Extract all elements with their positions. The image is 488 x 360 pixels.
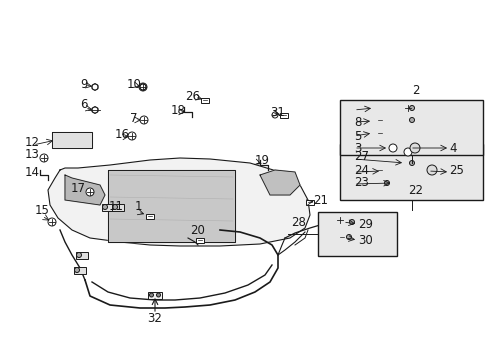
Text: 8: 8 [353, 116, 361, 129]
Text: 25: 25 [448, 165, 463, 177]
Circle shape [74, 267, 80, 273]
Polygon shape [108, 170, 235, 242]
Bar [408, 104, 420, 112]
Text: 32: 32 [147, 311, 162, 324]
Polygon shape [52, 132, 92, 148]
Text: 6: 6 [80, 99, 87, 112]
Circle shape [271, 112, 278, 118]
Circle shape [86, 188, 94, 196]
Text: 14: 14 [24, 166, 40, 180]
Circle shape [403, 104, 411, 112]
Text: 18: 18 [170, 104, 185, 117]
Text: 5: 5 [353, 130, 361, 143]
Text: 11: 11 [108, 199, 123, 212]
Circle shape [408, 117, 414, 122]
Circle shape [112, 204, 117, 210]
Text: 30: 30 [357, 234, 372, 248]
Text: 20: 20 [190, 224, 205, 237]
Bar [196, 238, 203, 243]
Circle shape [139, 83, 147, 91]
Circle shape [414, 149, 419, 154]
Text: 9: 9 [80, 77, 87, 90]
Bar [102, 203, 114, 211]
Polygon shape [260, 170, 299, 195]
Circle shape [48, 218, 56, 226]
Circle shape [102, 204, 107, 210]
Bar [305, 199, 313, 204]
Circle shape [140, 84, 146, 90]
Bar [375, 130, 383, 135]
Text: 29: 29 [357, 219, 372, 231]
Text: 23: 23 [353, 176, 368, 189]
Text: 21: 21 [312, 194, 327, 207]
Circle shape [335, 216, 343, 224]
Circle shape [92, 84, 98, 90]
Text: 16: 16 [114, 129, 129, 141]
Circle shape [149, 293, 153, 297]
Bar [74, 266, 86, 274]
Circle shape [92, 107, 98, 113]
Bar [148, 292, 162, 298]
Circle shape [128, 132, 136, 140]
Circle shape [346, 234, 351, 239]
Bar [348, 219, 360, 225]
Bar [280, 112, 287, 117]
Bar [339, 144, 482, 200]
Circle shape [349, 220, 354, 225]
Polygon shape [65, 175, 105, 205]
Circle shape [384, 180, 389, 185]
Bar [76, 252, 88, 258]
Circle shape [403, 148, 411, 156]
Bar [112, 203, 124, 211]
Text: 15: 15 [35, 203, 49, 216]
Text: 13: 13 [24, 148, 40, 162]
Text: 3: 3 [353, 141, 361, 154]
Text: 10: 10 [126, 77, 141, 90]
Circle shape [408, 105, 414, 111]
Bar [408, 117, 420, 123]
Circle shape [140, 116, 148, 124]
Circle shape [388, 144, 396, 152]
Circle shape [156, 293, 160, 297]
Text: 12: 12 [24, 136, 40, 149]
Text: 22: 22 [407, 184, 423, 198]
Bar [339, 100, 482, 155]
Bar [146, 213, 154, 219]
Bar [317, 212, 396, 256]
Bar [346, 234, 357, 240]
Text: 4: 4 [448, 141, 456, 154]
Text: 2: 2 [411, 84, 419, 96]
Circle shape [408, 161, 414, 166]
Text: 26: 26 [185, 90, 200, 103]
Text: 19: 19 [254, 153, 269, 166]
Polygon shape [48, 158, 309, 246]
Text: 24: 24 [353, 165, 368, 177]
Bar [408, 159, 420, 166]
Bar [413, 148, 425, 156]
Text: 1: 1 [134, 199, 142, 212]
Bar [383, 180, 395, 186]
Text: 31: 31 [269, 107, 285, 120]
Text: 17: 17 [70, 181, 85, 194]
Text: 28: 28 [290, 216, 305, 229]
Bar [337, 234, 346, 239]
Circle shape [426, 165, 436, 175]
Text: 27: 27 [353, 150, 368, 163]
Text: 7: 7 [130, 112, 138, 125]
Bar [201, 98, 208, 103]
Circle shape [40, 154, 48, 162]
Bar [375, 117, 383, 122]
Bar [375, 167, 383, 172]
Circle shape [409, 143, 419, 153]
Circle shape [76, 252, 81, 257]
